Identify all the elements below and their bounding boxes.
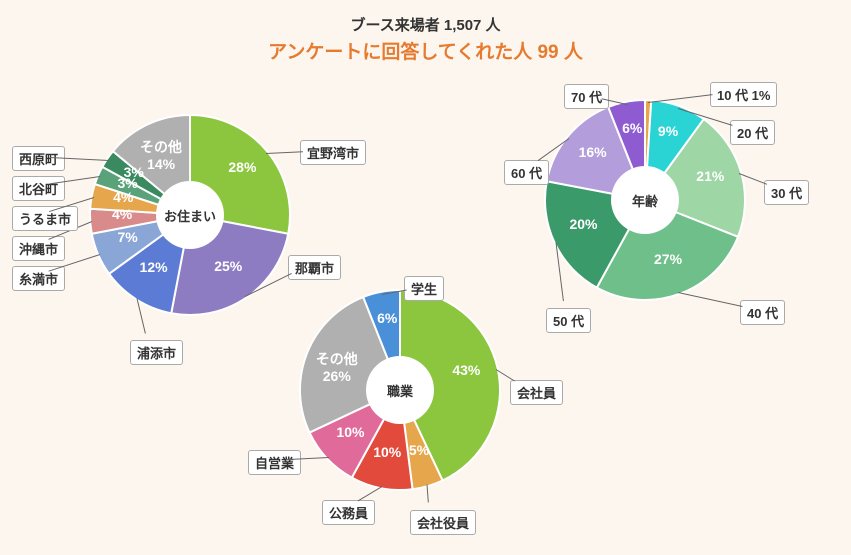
pie-center-occupation: 職業 <box>366 356 434 424</box>
leader-line <box>556 242 564 301</box>
leader-line <box>739 173 767 185</box>
callout-residence: 浦添市 <box>130 340 183 365</box>
slice-pct: 21% <box>680 167 740 186</box>
callout-age: 60 代 <box>504 160 549 185</box>
slice-pct: 12% <box>124 258 184 277</box>
slice-pct: その他14% <box>131 139 191 173</box>
slice-pct: 3% <box>104 163 164 182</box>
callout-residence: 北谷町 <box>12 176 65 201</box>
callout-residence: 宜野湾市 <box>300 140 366 165</box>
callout-residence: 西原町 <box>12 146 65 171</box>
slice-pct: 10% <box>320 423 380 442</box>
callout-age: 10 代 1% <box>710 82 777 107</box>
callout-age: 40 代 <box>740 300 785 325</box>
leader-line <box>265 151 302 154</box>
slice-pct: 10% <box>357 443 417 462</box>
slice-pct: その他26% <box>307 351 367 385</box>
callout-residence: 那覇市 <box>288 255 341 280</box>
leader-line <box>648 94 712 103</box>
leader-line <box>382 289 407 294</box>
slice-pct: 7% <box>98 228 158 247</box>
slice-pct: 3% <box>98 174 158 193</box>
leader-line <box>495 369 515 382</box>
callout-age: 50 代 <box>546 308 591 333</box>
leader-line <box>245 273 292 297</box>
slice-pct: 5% <box>389 441 449 460</box>
callout-age: 20 代 <box>730 120 775 145</box>
slice-pct: 25% <box>198 257 258 276</box>
callout-occupation: 学生 <box>404 276 444 301</box>
slice-pct: 9% <box>638 122 698 141</box>
callout-age: 70 代 <box>564 84 609 109</box>
callout-occupation: 公務員 <box>322 500 375 525</box>
callout-occupation: 会社役員 <box>410 510 476 535</box>
slice-pct: 20% <box>553 215 613 234</box>
slice-pct: 6% <box>602 119 662 138</box>
callout-residence: 糸満市 <box>12 266 65 291</box>
leader-line <box>678 108 733 126</box>
leader-line <box>137 298 146 333</box>
pie-center-residence: お住まい <box>156 181 224 249</box>
title-visitors: ブース来場者 1,507 人 <box>0 14 851 35</box>
slice-pct: 6% <box>357 309 417 328</box>
leader-line <box>427 485 429 503</box>
callout-occupation: 会社員 <box>510 380 563 405</box>
callout-age: 30 代 <box>764 180 809 205</box>
callout-residence: うるま市 <box>12 206 78 231</box>
callout-occupation: 自営業 <box>248 450 301 475</box>
slice-pct: 16% <box>563 143 623 162</box>
leader-line <box>678 292 742 307</box>
slice-pct: 43% <box>436 361 496 380</box>
slice-pct: 28% <box>212 158 272 177</box>
pie-center-age: 年齢 <box>611 166 679 234</box>
slice-pct: 4% <box>93 188 153 207</box>
slice-pct: 27% <box>638 250 698 269</box>
callout-residence: 沖縄市 <box>12 236 65 261</box>
slice-pct: 4% <box>92 205 152 224</box>
title-respondents: アンケートに回答してくれた人 99 人 <box>0 37 851 64</box>
leader-line <box>538 138 569 161</box>
